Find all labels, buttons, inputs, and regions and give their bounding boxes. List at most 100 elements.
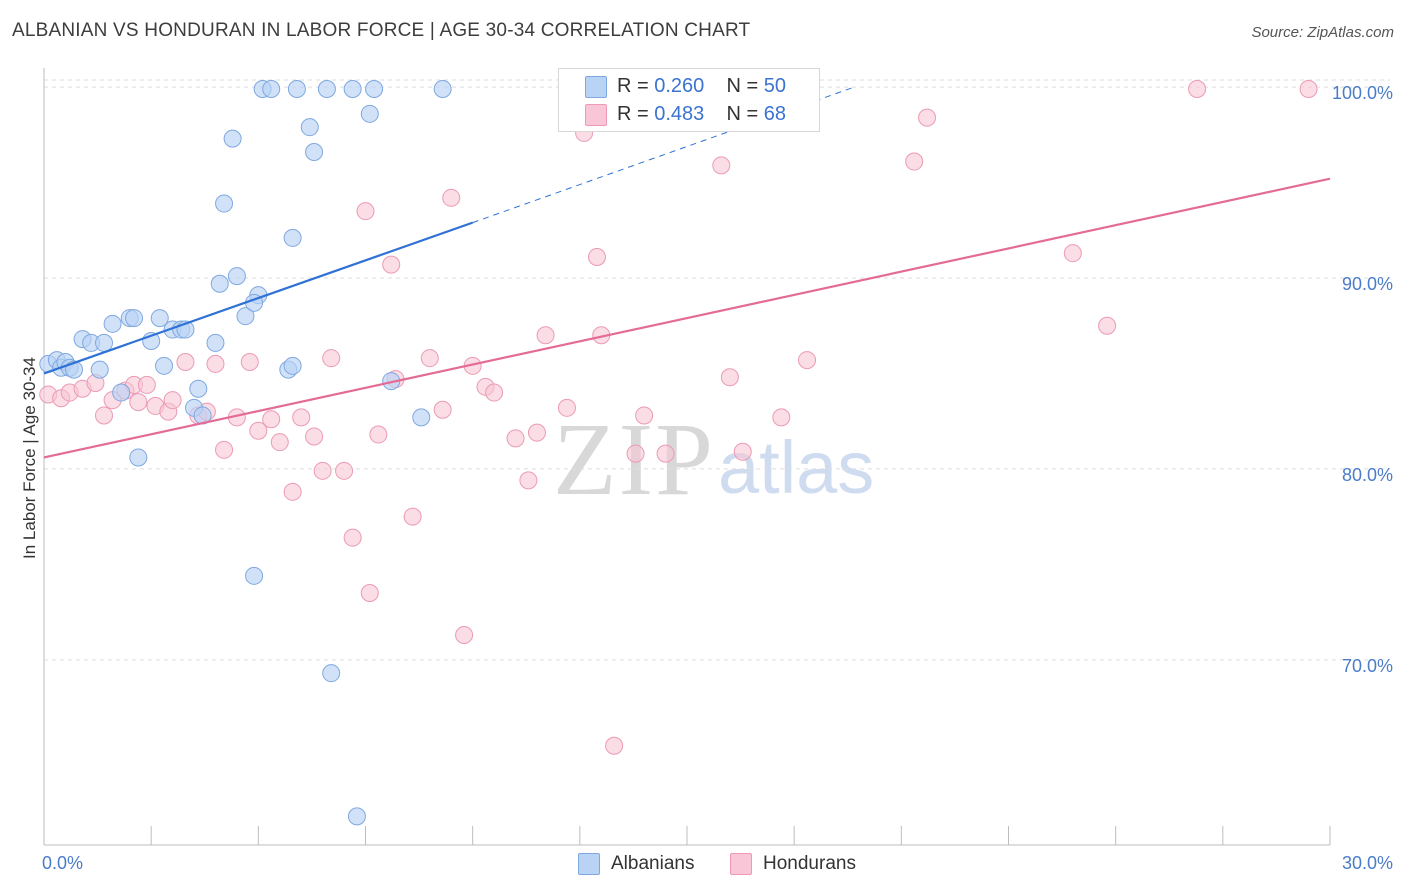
albanian-point — [245, 566, 264, 585]
albanian-point — [215, 194, 234, 213]
albanian-point — [262, 80, 281, 98]
honduran-point — [1299, 80, 1318, 98]
honduran-point — [360, 584, 379, 602]
albanian-r-label: R = — [617, 75, 649, 97]
y-axis-label: In Labor Force | Age 30-34 — [20, 357, 39, 559]
x-tick-labels: 0.0% 30.0% — [42, 853, 1393, 873]
honduran-point — [215, 440, 234, 459]
albanian-point — [103, 314, 122, 333]
y-tick-label: 70.0% — [1342, 656, 1393, 676]
albanian-point — [283, 356, 302, 375]
honduran-point — [635, 406, 654, 425]
honduran-point — [129, 393, 148, 412]
y-tick-label: 80.0% — [1342, 465, 1393, 485]
albanian-point — [155, 356, 174, 375]
albanian-point — [317, 80, 336, 98]
honduran-point — [506, 429, 525, 448]
honduran-point — [557, 398, 576, 417]
honduran-point — [1063, 244, 1082, 263]
honduran-point — [442, 188, 461, 207]
albanian-point — [343, 80, 362, 98]
honduran-point — [720, 368, 739, 387]
honduran-point — [712, 156, 731, 175]
albanian-point — [223, 129, 242, 148]
albanian-point — [236, 307, 255, 326]
honduran-point — [382, 255, 401, 274]
x-ticks — [43, 826, 1331, 845]
albanian-point — [227, 267, 246, 286]
albanian-point — [365, 80, 384, 98]
honduran-point — [305, 427, 324, 446]
albanian-r-value: 0.260 — [654, 75, 705, 97]
correlation-legend: R = 0.260 N = 50 R = 0.483 N = 68 — [558, 68, 820, 132]
albanian-point — [322, 664, 341, 683]
honduran-point — [536, 326, 555, 345]
honduran-point — [176, 353, 195, 371]
albanian-point — [95, 333, 114, 352]
honduran-point — [369, 425, 388, 444]
albanian-point — [125, 309, 144, 328]
albanian-n-label: N = — [726, 75, 759, 97]
albanian-swatch — [585, 76, 607, 98]
honduran-r-value: 0.483 — [654, 103, 705, 125]
albanian-point — [112, 383, 131, 402]
albanian-trend-extension — [472, 86, 855, 224]
honduran-point — [283, 482, 302, 501]
albanian-point — [360, 104, 379, 123]
honduran-point — [656, 444, 675, 463]
albanian-point — [206, 333, 225, 352]
source-credit: Source: ZipAtlas.com — [1251, 24, 1394, 41]
honduran-point — [1098, 316, 1117, 335]
honduran-point — [798, 351, 817, 370]
honduran-point — [163, 391, 182, 410]
albanian-point — [347, 807, 366, 826]
honduran-n-label: N = — [726, 103, 759, 125]
honduran-point — [343, 528, 362, 547]
honduran-n-value: 68 — [763, 103, 787, 125]
honduran-point — [772, 408, 791, 427]
albanian-n-value: 50 — [763, 75, 787, 97]
albanian-trend-line — [43, 221, 474, 375]
honduran-point — [206, 354, 225, 373]
honduran-point — [240, 353, 259, 371]
albanian-point — [305, 143, 324, 161]
albanian-point — [90, 360, 109, 379]
honduran-point — [313, 461, 332, 480]
x-tick-label-max: 30.0% — [1342, 853, 1393, 873]
honduran-point — [485, 383, 504, 402]
honduran-point — [292, 408, 311, 427]
honduran-r-label: R = — [617, 103, 649, 125]
y-tick-labels: 70.0% 80.0% 90.0% 100.0% — [1332, 83, 1393, 676]
albanian-point — [129, 448, 148, 467]
honduran-point — [322, 349, 341, 368]
albanian-points — [39, 80, 452, 826]
honduran-point — [249, 421, 268, 440]
honduran-point — [455, 626, 474, 644]
albanian-point — [300, 118, 319, 137]
honduran-point — [356, 202, 375, 221]
honduran-point — [403, 507, 422, 526]
honduran-point — [270, 433, 289, 452]
honduran-swatch — [585, 104, 607, 126]
y-tick-label: 100.0% — [1332, 83, 1393, 103]
y-tick-label: 90.0% — [1342, 274, 1393, 294]
honduran-point — [335, 461, 354, 480]
bottom-albanian-label: Albanians — [611, 853, 695, 874]
honduran-point — [527, 423, 546, 442]
honduran-point — [137, 375, 156, 394]
albanian-point — [189, 379, 208, 398]
honduran-trend-line — [43, 177, 1331, 459]
albanian-point — [412, 408, 431, 427]
bottom-albanian-swatch — [578, 853, 600, 875]
chart-title: ALBANIAN VS HONDURAN IN LABOR FORCE | AG… — [12, 20, 751, 41]
honduran-point — [433, 400, 452, 419]
honduran-point — [420, 349, 439, 368]
honduran-point — [262, 410, 281, 429]
honduran-point — [905, 152, 924, 171]
honduran-point — [918, 108, 937, 127]
honduran-point — [626, 444, 645, 463]
trend-lines — [43, 86, 1331, 459]
honduran-point — [733, 442, 752, 461]
bottom-honduran-swatch — [730, 853, 752, 875]
